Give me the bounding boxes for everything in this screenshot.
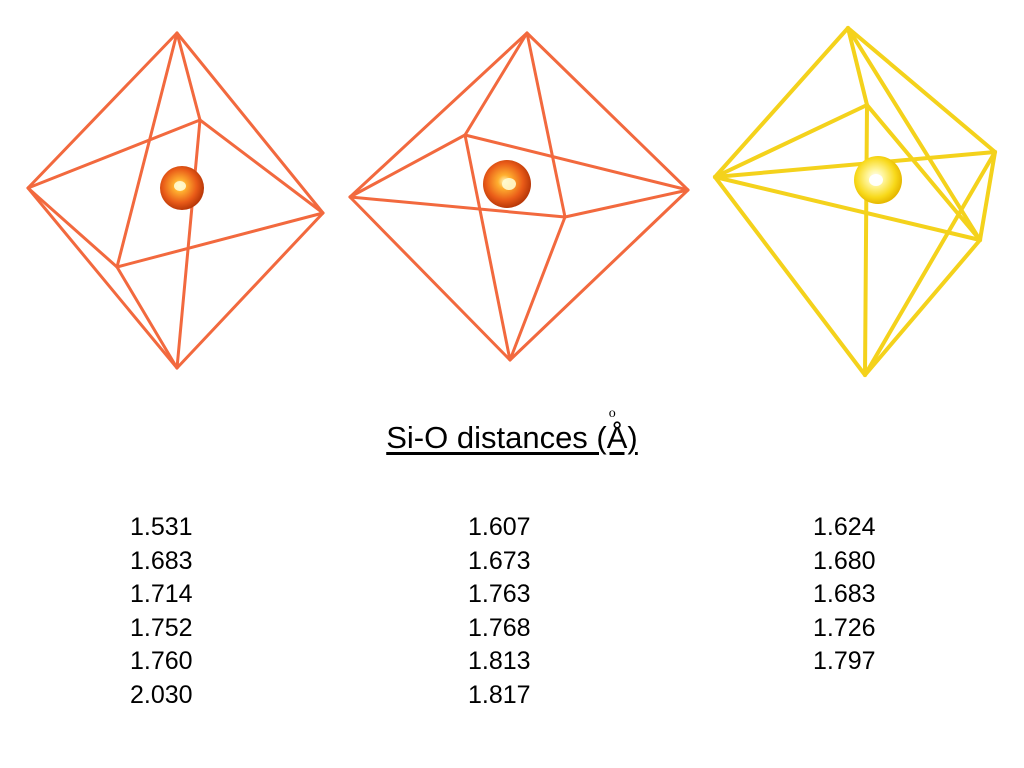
- page-title-text: Si-O distances (Å): [386, 420, 638, 455]
- distance-value: 1.817: [468, 680, 531, 709]
- distance-column-2: 1.607 1.673 1.763 1.768 1.813 1.817: [468, 511, 531, 713]
- distance-value: 1.683: [813, 580, 876, 609]
- octahedron-2-edges: [348, 31, 690, 362]
- distance-column-1: 1.531 1.683 1.714 1.752 1.760 2.030: [130, 511, 193, 713]
- distance-value: 1.673: [468, 546, 531, 575]
- distance-value: 1.624: [813, 513, 876, 541]
- distance-value: 1.531: [130, 513, 193, 541]
- title-row: Si-O distances (Å) o: [0, 406, 1024, 456]
- octahedron-3-edges: [713, 26, 997, 377]
- octahedron-1: [26, 31, 325, 370]
- atom-highlight-1: [174, 181, 186, 191]
- distance-value: 1.752: [130, 613, 193, 642]
- distance-value: 1.768: [468, 613, 531, 642]
- atom-highlight-3: [869, 174, 883, 186]
- distance-value: 1.607: [468, 513, 531, 541]
- distance-value: 1.683: [130, 546, 193, 575]
- distance-value: 2.030: [130, 680, 193, 709]
- octahedron-2: [348, 31, 690, 362]
- angstrom-ring: o: [608, 406, 616, 421]
- distance-value: 1.760: [130, 647, 193, 676]
- distance-value: 1.680: [813, 546, 876, 575]
- distance-value: 1.726: [813, 613, 876, 642]
- page-title: Si-O distances (Å) o: [386, 406, 638, 456]
- distance-value: 1.714: [130, 580, 193, 609]
- distance-column-3: 1.624 1.680 1.683 1.726 1.797: [813, 511, 876, 679]
- octahedron-1-edges: [26, 31, 325, 370]
- distance-value: 1.813: [468, 647, 531, 676]
- distance-value: 1.797: [813, 647, 876, 676]
- octahedron-3: [713, 26, 997, 377]
- distance-value: 1.763: [468, 580, 531, 609]
- atom-highlight-2: [502, 178, 516, 190]
